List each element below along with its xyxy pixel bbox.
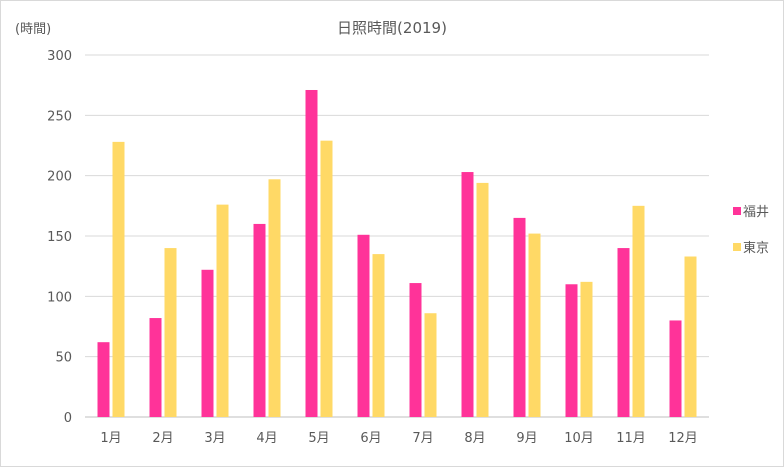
y-tick-label: 250: [47, 109, 72, 124]
bar-福井-12月: [669, 320, 682, 417]
x-tick-label: 4月: [256, 431, 277, 446]
y-tick-label: 50: [55, 351, 72, 366]
x-axis-ticks: 1月 2月 3月 4月 5月 6月 7月 8月 9月 10月 11月 12月: [100, 431, 697, 446]
bar-東京-6月: [372, 254, 385, 417]
x-tick-label: 3月: [204, 431, 225, 446]
bar-東京-9月: [528, 233, 541, 417]
bar-東京-7月: [424, 313, 437, 417]
bar-東京-3月: [216, 204, 229, 417]
bar-福井-8月: [461, 172, 474, 417]
bar-福井-2月: [149, 318, 162, 417]
bar-東京-4月: [268, 179, 281, 417]
chart-title: 日照時間(2019): [337, 19, 447, 37]
x-tick-label: 5月: [308, 431, 329, 446]
bars: [97, 89, 697, 417]
bar-福井-11月: [617, 248, 630, 417]
legend-label: 東京: [743, 240, 769, 256]
y-tick-label: 200: [47, 170, 72, 185]
x-tick-label: 10月: [564, 431, 594, 446]
x-tick-label: 7月: [412, 431, 433, 446]
bar-東京-1月: [112, 141, 125, 417]
x-tick-label: 9月: [516, 431, 537, 446]
legend-swatch: [733, 207, 741, 215]
bar-東京-5月: [320, 140, 333, 417]
bar-福井-7月: [409, 283, 422, 417]
x-tick-label: 1月: [100, 431, 121, 446]
y-tick-label: 0: [64, 411, 72, 426]
x-tick-label: 12月: [668, 431, 698, 446]
bar-東京-8月: [476, 182, 489, 417]
x-tick-label: 6月: [360, 431, 381, 446]
bar-東京-2月: [164, 248, 177, 417]
y-axis-ticks: 0 50 100 150 200 250 300: [47, 49, 72, 426]
x-tick-label: 2月: [152, 431, 173, 446]
bar-福井-4月: [253, 223, 266, 417]
bar-福井-6月: [357, 234, 370, 417]
gridlines: [85, 54, 709, 418]
bar-東京-12月: [684, 256, 697, 417]
y-tick-label: 300: [47, 49, 72, 64]
bar-福井-1月: [97, 342, 110, 417]
legend-label: 福井: [743, 205, 769, 220]
y-axis-label: (時間): [15, 22, 51, 37]
bar-福井-3月: [201, 269, 214, 417]
bar-福井-9月: [513, 217, 526, 417]
y-tick-label: 100: [47, 290, 72, 305]
x-tick-label: 11月: [616, 431, 646, 446]
bar-福井-5月: [305, 89, 318, 417]
y-tick-label: 150: [47, 230, 72, 245]
bar-東京-11月: [632, 205, 645, 417]
bar-東京-10月: [580, 281, 593, 417]
legend-swatch: [733, 243, 741, 251]
x-tick-label: 8月: [464, 431, 485, 446]
bar-福井-10月: [565, 284, 578, 417]
